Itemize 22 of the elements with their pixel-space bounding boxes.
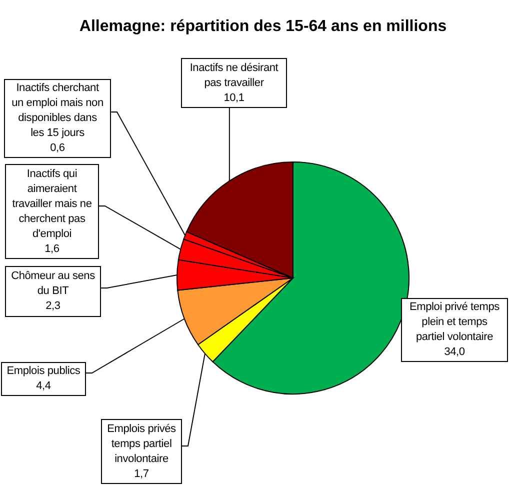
- data-label: 34,0: [443, 345, 466, 360]
- data-label: 10,1: [222, 90, 246, 106]
- data-label: 0,6: [49, 141, 66, 156]
- slice-label: Emplois publics: [6, 364, 82, 379]
- callout-box: Chômeur au sens du BIT 2,3: [5, 266, 101, 317]
- callout-box: Emploi privé temps plein et temps partiel volontaire 34,0: [401, 298, 508, 362]
- data-label: 2,3: [44, 299, 62, 314]
- data-label: 1,7: [133, 466, 150, 482]
- data-label: 4,4: [35, 379, 52, 394]
- callout-box: Emplois privés temps partiel involontaire 1,7: [101, 419, 182, 484]
- callout-box: Emplois publics 4,4: [1, 362, 86, 396]
- callout-box: Inactifs ne désirant pas travailler 10,1: [181, 58, 287, 108]
- slice-label: Emplois privés temps partiel involontaire: [106, 422, 177, 466]
- callout-box: Inactifs cherchant un emploi mais non disponibles dans les 15 jours 0,6: [4, 79, 111, 158]
- chart-title: Allemagne: répartition des 15-64 ans en millions: [78, 17, 448, 37]
- slice-label: Chômeur au sens du BIT: [10, 269, 96, 299]
- slice-label: Inactifs ne désirant pas travailler: [188, 60, 280, 90]
- data-label: 1,6: [44, 242, 60, 256]
- slice-label: Inactifs qui aimeraient travailler mais ne cherchent pas d'emploi: [11, 166, 93, 242]
- callout-box: Inactifs qui aimeraient travailler mais ne cherchent pas d'emploi 1,6: [5, 164, 99, 259]
- slice-label: Emploi privé temps plein et temps partiel volontaire: [408, 300, 500, 345]
- slice-label: Inactifs cherchant un emploi mais non disponibles dans les 15 jours: [11, 81, 104, 141]
